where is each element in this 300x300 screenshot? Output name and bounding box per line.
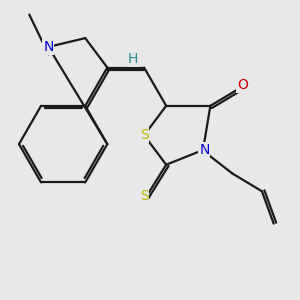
Text: S: S <box>140 189 148 202</box>
Text: N: N <box>43 40 54 54</box>
Text: O: O <box>237 78 248 92</box>
Text: N: N <box>199 143 210 157</box>
Text: H: H <box>128 52 138 66</box>
Text: S: S <box>140 128 148 142</box>
